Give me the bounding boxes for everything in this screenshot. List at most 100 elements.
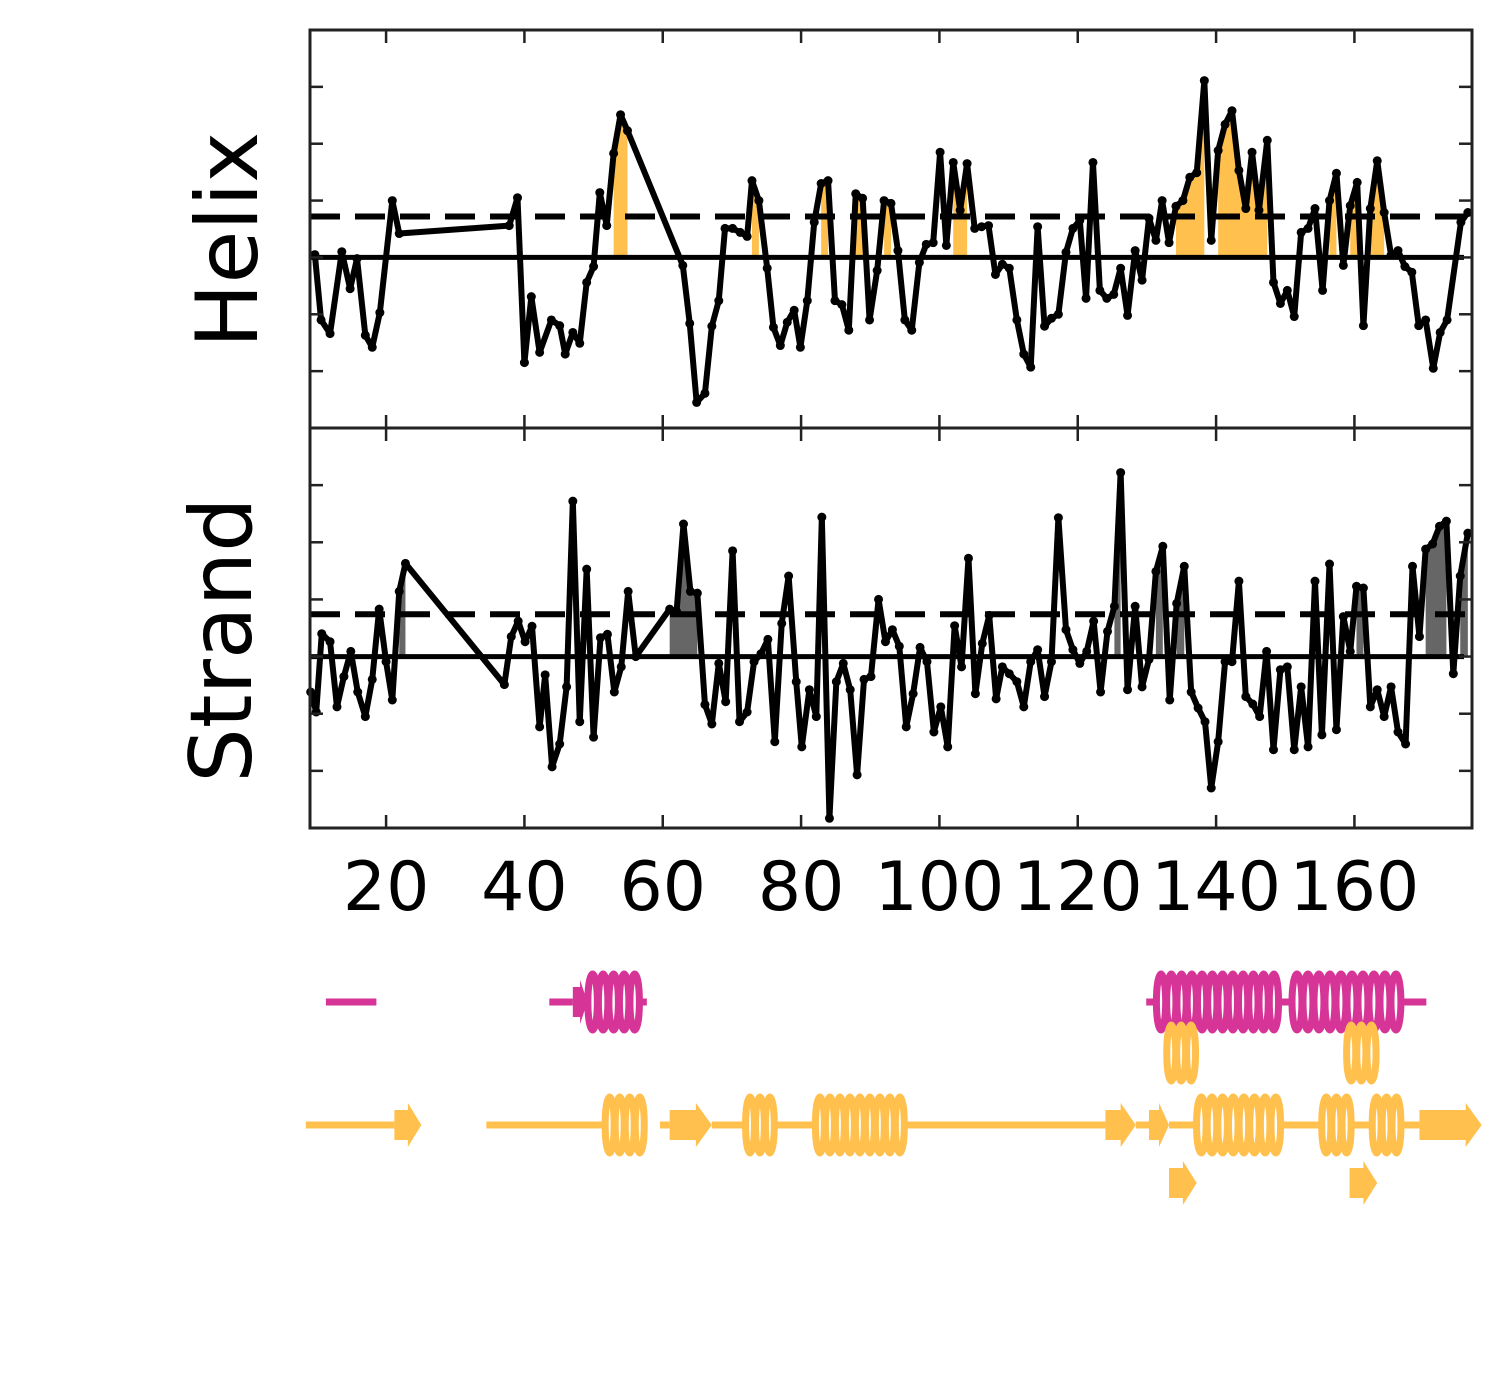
data-point [1012, 315, 1022, 325]
data-point [575, 717, 585, 727]
helix-turn [1267, 1093, 1285, 1157]
data-point [1192, 168, 1202, 178]
data-point [1109, 289, 1119, 299]
track-strand [572, 980, 588, 1024]
data-point [1213, 146, 1223, 156]
data-point [1268, 745, 1278, 755]
helix-turn [1183, 1021, 1200, 1085]
data-point [1116, 263, 1126, 273]
data-line [311, 77, 1471, 406]
data-point [1033, 222, 1043, 232]
data-point [707, 719, 717, 729]
strand-arrow [1105, 1103, 1136, 1147]
x-tick-label: 80 [758, 848, 845, 927]
data-point [535, 722, 545, 732]
data-point [997, 662, 1007, 672]
data-point [943, 742, 953, 752]
data-point [754, 196, 764, 206]
strand-arrow [1148, 1103, 1170, 1147]
data-point [1325, 559, 1335, 569]
data-point [984, 221, 994, 231]
data-point [859, 674, 869, 684]
data-point [1193, 703, 1203, 713]
data-point [900, 315, 910, 325]
data-point [886, 198, 896, 208]
threshold-fill [884, 200, 891, 258]
data-point [568, 496, 578, 506]
track-helix [1152, 970, 1283, 1034]
data-point [685, 586, 695, 596]
data-point [817, 512, 827, 522]
data-point [728, 546, 738, 556]
data-point [720, 223, 730, 233]
data-point [1144, 213, 1154, 223]
data-point [353, 687, 363, 697]
data-point [784, 571, 794, 581]
data-point [1386, 250, 1396, 260]
data-point [568, 327, 578, 337]
data-point [880, 637, 890, 647]
data-point [1213, 737, 1223, 747]
helix-turn [1388, 1093, 1405, 1157]
data-point [1247, 147, 1257, 157]
data-point [1151, 566, 1161, 576]
track-helix [1288, 970, 1405, 1034]
data-point [317, 629, 327, 639]
data-point [1428, 363, 1438, 373]
data-point [311, 707, 321, 717]
data-point [394, 229, 404, 239]
data-point [360, 330, 370, 340]
data-point [678, 260, 688, 270]
data-point [1040, 321, 1050, 331]
data-point [984, 610, 994, 620]
data-point [1463, 208, 1473, 218]
data-point [809, 217, 819, 227]
data-point [1463, 528, 1473, 538]
data-point [1089, 616, 1099, 626]
data-point [1171, 201, 1181, 211]
data-point [928, 238, 938, 248]
data-point [387, 695, 397, 705]
data-point [1407, 267, 1417, 277]
data-point [345, 284, 355, 294]
data-point [1255, 712, 1265, 722]
data-point [936, 702, 946, 712]
x-tick-label: 120 [1013, 848, 1143, 927]
data-point [811, 712, 821, 722]
data-point [1248, 699, 1258, 709]
data-point [1345, 646, 1355, 656]
data-point [555, 321, 565, 331]
data-point [1393, 246, 1403, 256]
data-point [631, 652, 641, 662]
data-point [977, 638, 987, 648]
data-point [1386, 682, 1396, 692]
data-point [595, 188, 605, 198]
data-point [692, 588, 702, 598]
data-point [1178, 196, 1188, 206]
data-point [1200, 717, 1210, 727]
data-point [782, 317, 792, 327]
data-point [609, 148, 619, 158]
data-point [1004, 263, 1014, 273]
x-tick-label: 100 [875, 848, 1005, 927]
data-point [893, 246, 903, 256]
data-point [1338, 260, 1348, 270]
data-point [1400, 262, 1410, 272]
data-point [756, 649, 766, 659]
data-point [555, 739, 565, 749]
data-point [374, 604, 384, 614]
data-point [394, 586, 404, 596]
data-point [1109, 601, 1119, 611]
data-point [948, 157, 958, 167]
data-point [1206, 783, 1216, 793]
data-point [1164, 238, 1174, 248]
data-point [339, 672, 349, 682]
x-tick-label: 20 [343, 848, 430, 927]
data-point [929, 727, 939, 737]
data-point [970, 689, 980, 699]
data-point [1082, 646, 1092, 656]
data-point [582, 277, 592, 287]
data-point [1372, 156, 1382, 166]
data-point [1434, 521, 1444, 531]
